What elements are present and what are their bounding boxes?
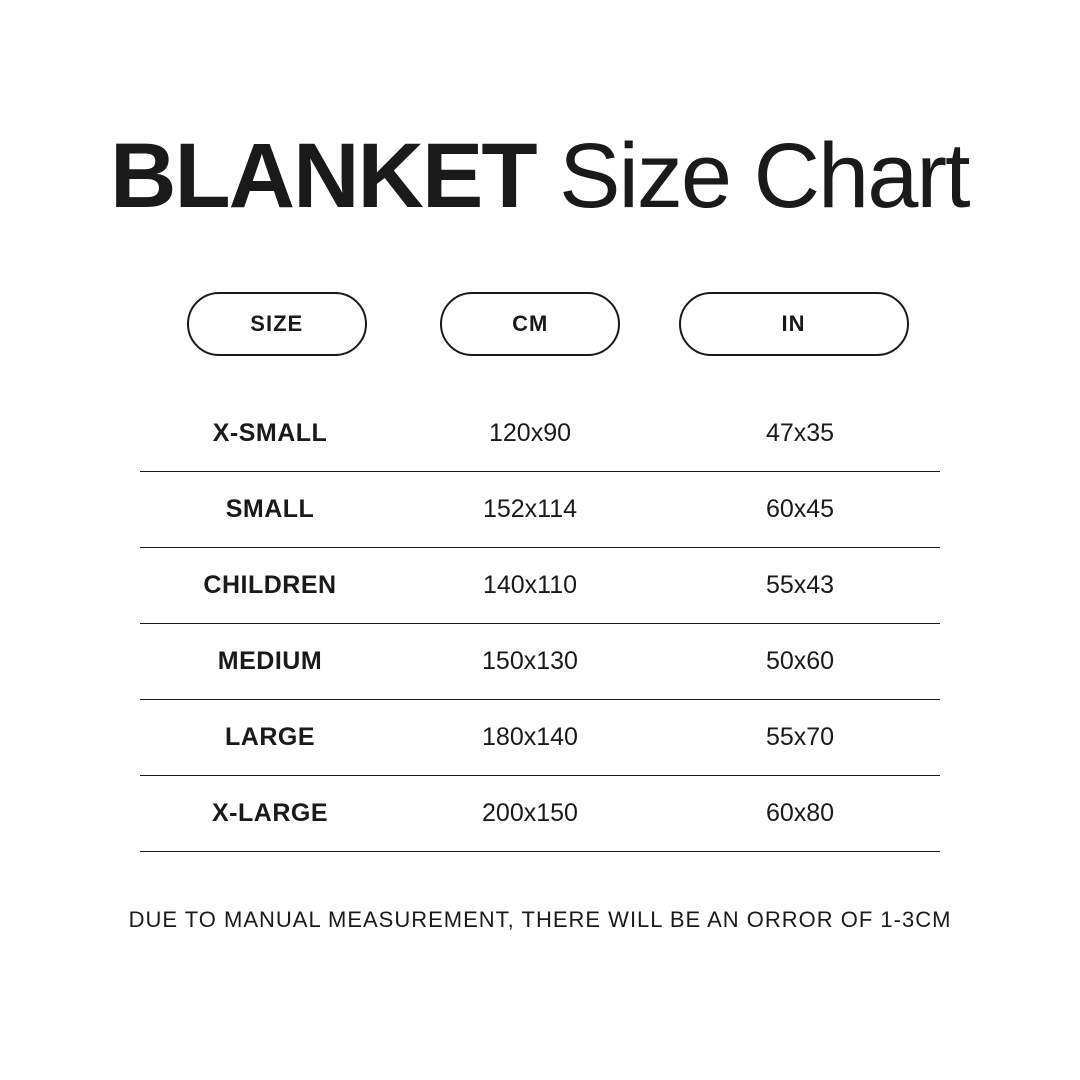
header-pill-in: IN [679, 292, 909, 356]
cell-cm: 150x130 [400, 647, 660, 676]
header-pill-cm: CM [440, 292, 620, 356]
table-row: X-LARGE200x15060x80 [140, 776, 940, 852]
table-row: LARGE180x14055x70 [140, 700, 940, 776]
cell-size: LARGE [140, 723, 400, 752]
header-col-cm: CM [404, 292, 658, 356]
chart-title: BLANKET Size Chart [110, 130, 970, 222]
table-row: MEDIUM150x13050x60 [140, 624, 940, 700]
cell-in: 60x45 [660, 495, 940, 524]
cell-in: 60x80 [660, 799, 940, 828]
cell-in: 50x60 [660, 647, 940, 676]
cell-cm: 180x140 [400, 723, 660, 752]
cell-cm: 120x90 [400, 419, 660, 448]
header-pill-size: SIZE [187, 292, 367, 356]
cell-in: 55x43 [660, 571, 940, 600]
title-light: Size Chart [536, 125, 969, 227]
cell-cm: 140x110 [400, 571, 660, 600]
cell-size: MEDIUM [140, 647, 400, 676]
table-row: X-SMALL120x9047x35 [140, 396, 940, 472]
cell-in: 47x35 [660, 419, 940, 448]
cell-cm: 152x114 [400, 495, 660, 524]
cell-size: X-SMALL [140, 419, 400, 448]
cell-size: CHILDREN [140, 571, 400, 600]
table-body: X-SMALL120x9047x35SMALL152x11460x45CHILD… [140, 396, 940, 852]
table-header-row: SIZE CM IN [140, 292, 940, 386]
cell-size: X-LARGE [140, 799, 400, 828]
cell-cm: 200x150 [400, 799, 660, 828]
cell-size: SMALL [140, 495, 400, 524]
header-col-size: SIZE [150, 292, 404, 356]
footnote: DUE TO MANUAL MEASUREMENT, THERE WILL BE… [110, 907, 970, 933]
size-chart-table: SIZE CM IN X-SMALL120x9047x35SMALL152x11… [140, 292, 940, 852]
cell-in: 55x70 [660, 723, 940, 752]
title-bold: BLANKET [110, 125, 536, 227]
table-row: SMALL152x11460x45 [140, 472, 940, 548]
table-row: CHILDREN140x11055x43 [140, 548, 940, 624]
header-col-in: IN [657, 292, 930, 356]
